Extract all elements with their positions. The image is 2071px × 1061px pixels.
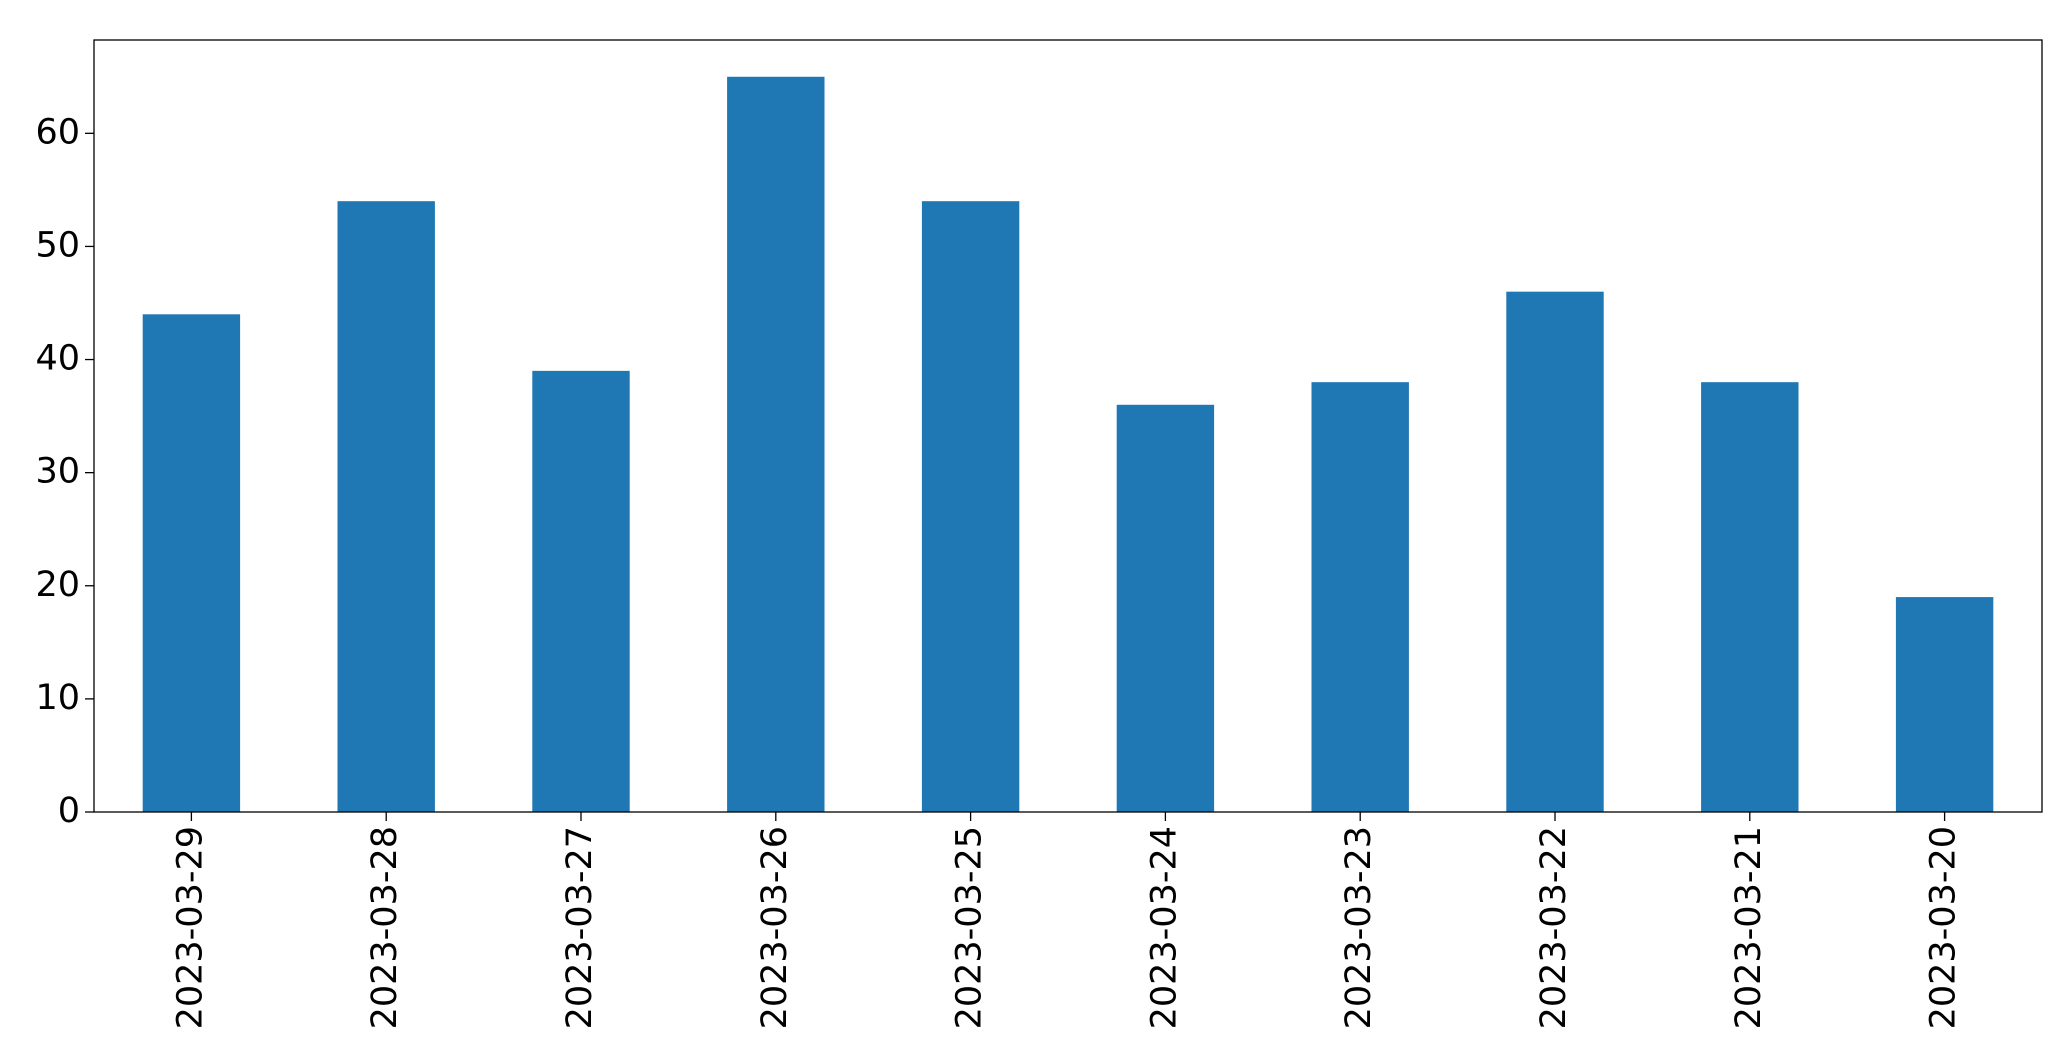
bar <box>727 76 825 812</box>
y-tick-label: 40 <box>35 339 80 379</box>
bar <box>1311 382 1409 812</box>
bar <box>532 370 630 812</box>
x-tick-label: 2023-03-28 <box>365 826 405 1029</box>
bar <box>1895 597 1994 812</box>
bar <box>142 314 241 812</box>
x-tick-label: 2023-03-23 <box>1339 826 1379 1029</box>
y-tick-label: 0 <box>58 791 80 831</box>
x-tick-label: 2023-03-29 <box>170 826 210 1029</box>
y-tick-label: 30 <box>35 452 80 492</box>
x-tick-label: 2023-03-21 <box>1729 826 1769 1029</box>
bar <box>921 201 1020 812</box>
bar <box>1701 382 1799 812</box>
x-tick-label: 2023-03-24 <box>1144 826 1184 1029</box>
bar <box>337 201 435 812</box>
plot-frame <box>93 39 2043 813</box>
y-tick-label: 20 <box>35 565 80 605</box>
x-tick-label: 2023-03-27 <box>560 826 600 1029</box>
x-tick-label: 2023-03-26 <box>755 826 795 1029</box>
x-tick-label: 2023-03-25 <box>950 826 990 1029</box>
y-tick-label: 60 <box>35 112 80 152</box>
y-tick-label: 10 <box>35 678 80 718</box>
x-tick-label: 2023-03-20 <box>1924 826 1964 1029</box>
bar <box>1116 404 1215 812</box>
bar <box>1506 291 1604 813</box>
y-tick-label: 50 <box>35 225 80 265</box>
x-tick-label: 2023-03-22 <box>1534 826 1574 1029</box>
